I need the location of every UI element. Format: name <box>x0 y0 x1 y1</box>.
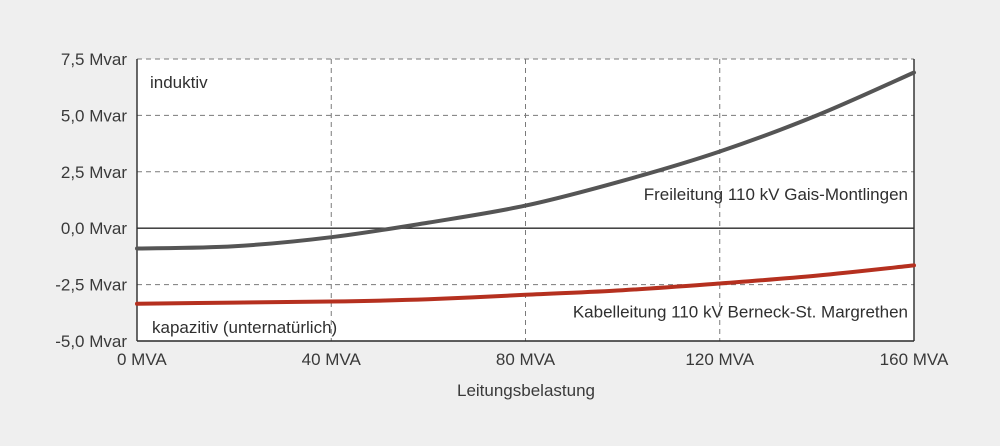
series-line-0 <box>135 70 916 251</box>
y-tick-label-2: 2,5 Mvar <box>61 163 127 182</box>
x-axis-title: Leitungsbelastung <box>457 381 595 400</box>
x-tick-label-4: 160 MVA <box>880 350 949 369</box>
y-tick-label-1: 5,0 Mvar <box>61 106 127 125</box>
x-tick-label-3: 120 MVA <box>685 350 754 369</box>
y-tick-label-5: -5,0 Mvar <box>55 332 127 351</box>
annotation-kapazitiv: kapazitiv (unternatürlich) <box>152 318 337 337</box>
series-layer <box>135 70 916 306</box>
tick-label-layer: 7,5 Mvar 5,0 Mvar 2,5 Mvar 0,0 Mvar -2,5 Mva… <box>55 50 949 369</box>
annotation-induktiv: induktiv <box>150 73 208 92</box>
x-tick-label-2: 80 MVA <box>496 350 556 369</box>
series-label-0: Freileitung 110 kV Gais-Montlingen <box>644 185 908 204</box>
series-label-layer: Freileitung 110 kV Gais-Montlingen Kabell… <box>573 185 908 321</box>
series-line-1 <box>135 263 916 306</box>
x-tick-label-0: 0 MVA <box>117 350 167 369</box>
x-tick-label-1: 40 MVA <box>302 350 362 369</box>
series-label-1: Kabelleitung 110 kV Berneck-St. Margreth… <box>573 302 908 321</box>
y-tick-label-3: 0,0 Mvar <box>61 219 127 238</box>
y-tick-label-0: 7,5 Mvar <box>61 50 127 69</box>
y-tick-label-4: -2,5 Mvar <box>55 276 127 295</box>
